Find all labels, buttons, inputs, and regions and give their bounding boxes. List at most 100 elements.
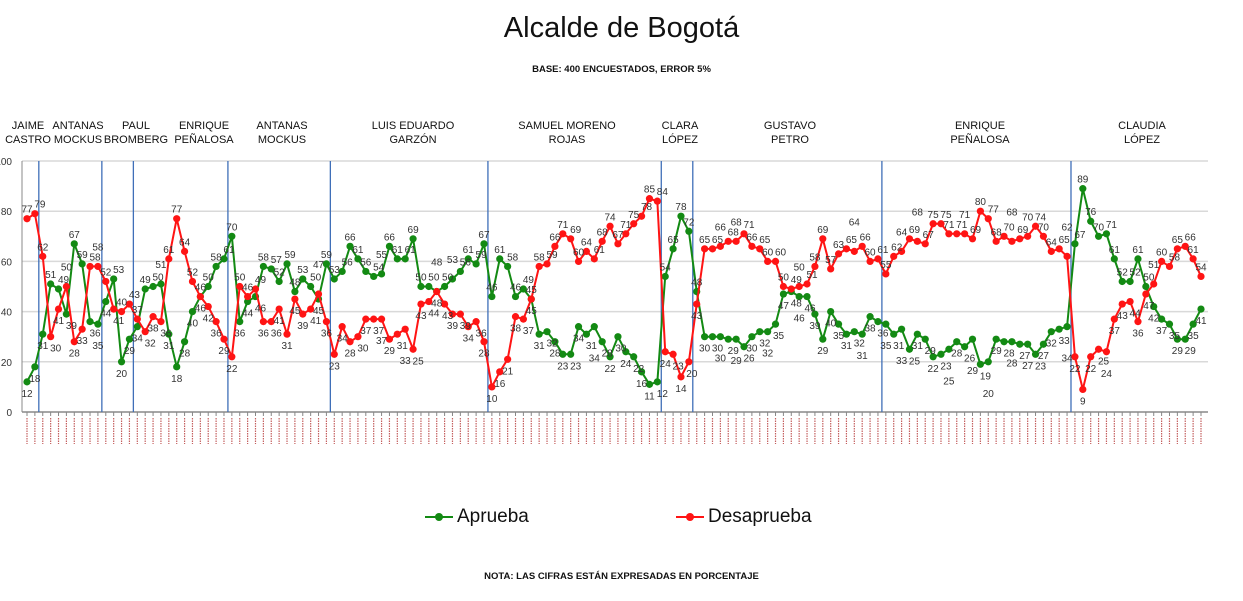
- data-label: 39: [66, 321, 78, 332]
- data-label: 47: [313, 260, 325, 271]
- data-point: [724, 237, 732, 245]
- data-label: 35: [1169, 331, 1181, 342]
- data-label: 69: [570, 225, 582, 236]
- data-point: [645, 380, 654, 388]
- data-point: [519, 285, 527, 293]
- data-label: 72: [683, 217, 695, 228]
- data-label: 29: [1185, 346, 1197, 357]
- data-point: [1039, 340, 1048, 348]
- data-point: [614, 240, 622, 248]
- data-point: [1118, 300, 1126, 308]
- data-point: [188, 277, 197, 286]
- data-point: [1008, 338, 1016, 346]
- data-label: 36: [258, 329, 270, 340]
- data-label: 75: [628, 210, 640, 221]
- data-point: [212, 318, 220, 326]
- data-point: [866, 313, 874, 321]
- data-point: [1189, 320, 1197, 328]
- data-point: [567, 350, 575, 358]
- data-label: 56: [360, 257, 372, 268]
- data-label: 16: [494, 379, 506, 390]
- data-point: [117, 358, 126, 366]
- data-point: [1158, 257, 1166, 265]
- data-point: [708, 245, 717, 253]
- data-point: [716, 242, 724, 250]
- data-label: 20: [686, 369, 698, 380]
- data-label: 60: [775, 247, 787, 258]
- data-label: 19: [980, 371, 992, 382]
- data-label: 60: [762, 247, 774, 258]
- data-label: 53: [297, 265, 309, 276]
- data-point: [850, 328, 858, 336]
- data-label: 69: [817, 225, 829, 236]
- data-label: 50: [1143, 273, 1155, 284]
- data-point: [779, 282, 788, 291]
- data-label: 9: [1080, 396, 1086, 407]
- data-point: [976, 360, 984, 368]
- data-point: [94, 320, 102, 328]
- data-label: 44: [100, 309, 112, 320]
- data-label: 61: [494, 245, 506, 256]
- data-point: [858, 330, 866, 338]
- y-tick-label: 20: [1, 358, 13, 369]
- data-point: [961, 230, 969, 238]
- data-label: 58: [258, 252, 270, 263]
- data-point: [787, 285, 795, 293]
- data-point: [811, 310, 819, 318]
- data-point: [464, 255, 472, 263]
- data-label: 36: [89, 329, 101, 340]
- data-point: [117, 308, 126, 316]
- data-label: 21: [502, 366, 514, 377]
- data-point: [937, 350, 945, 358]
- data-label: 37: [1156, 326, 1168, 337]
- data-label: 71: [620, 220, 632, 231]
- data-point: [480, 240, 488, 248]
- data-label: 62: [37, 242, 49, 253]
- data-label: 50: [442, 273, 454, 284]
- data-point: [70, 240, 78, 248]
- data-point: [756, 328, 764, 336]
- data-point: [149, 313, 157, 321]
- data-label: 50: [778, 273, 790, 284]
- data-label: 66: [549, 232, 561, 243]
- data-point: [740, 230, 748, 238]
- data-label: 65: [1172, 235, 1184, 246]
- data-label: 31: [912, 341, 924, 352]
- data-label: 37: [132, 305, 144, 316]
- mayor-header: CLAUDIA LÓPEZ: [1118, 120, 1166, 146]
- data-point: [842, 330, 851, 338]
- data-label: 31: [534, 341, 546, 352]
- data-point: [724, 335, 732, 343]
- data-point: [897, 247, 906, 255]
- data-label: 64: [581, 237, 593, 248]
- data-point: [630, 220, 638, 228]
- data-label: 71: [743, 220, 755, 231]
- data-label: 61: [223, 245, 235, 256]
- data-label: 61: [392, 245, 404, 256]
- data-point: [622, 348, 630, 356]
- data-label: 41: [274, 316, 286, 327]
- data-point: [637, 212, 646, 220]
- data-label: 49: [255, 275, 267, 286]
- data-label: 46: [804, 304, 816, 315]
- data-point: [393, 255, 401, 263]
- y-tick-label: 80: [1, 207, 13, 218]
- data-point: [582, 247, 591, 255]
- data-point: [456, 310, 464, 318]
- data-label: 50: [61, 263, 73, 274]
- data-label: 50: [415, 273, 427, 284]
- data-point: [102, 297, 110, 306]
- data-point: [180, 247, 189, 255]
- data-point: [401, 255, 409, 263]
- data-point: [590, 323, 598, 331]
- data-point: [992, 237, 1000, 245]
- data-label: 29: [1172, 346, 1184, 357]
- data-label: 32: [762, 349, 774, 360]
- data-point: [677, 212, 685, 220]
- data-label: 39: [297, 321, 309, 332]
- data-label: 53: [113, 265, 125, 276]
- data-point: [330, 350, 338, 358]
- data-label: 49: [791, 275, 803, 286]
- data-point: [1189, 255, 1197, 263]
- data-point: [180, 338, 189, 346]
